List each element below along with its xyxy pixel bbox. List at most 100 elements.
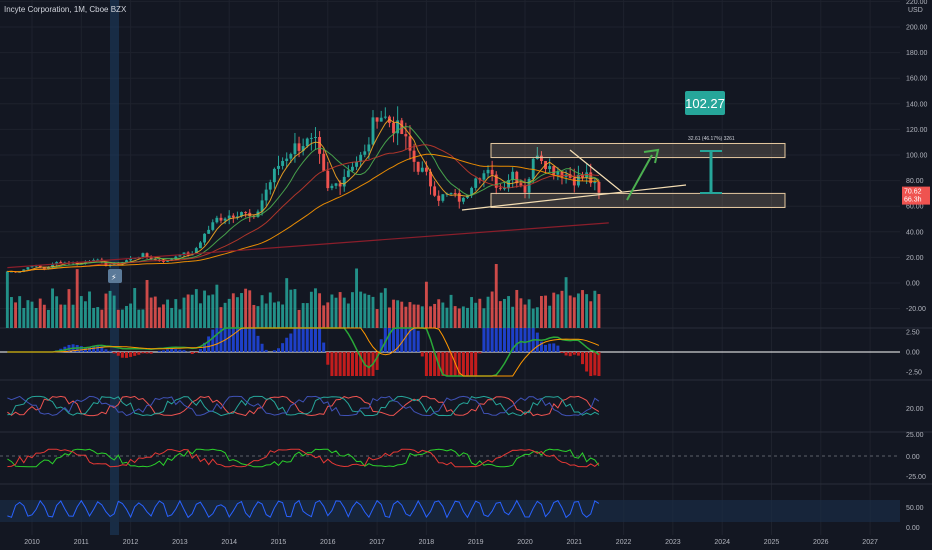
- volume-bar: [503, 298, 506, 328]
- drawings[interactable]: 32.61 (46.17%) 3261 102.27 ⚡: [108, 91, 786, 283]
- volume-bar: [498, 301, 502, 328]
- volume-bar: [437, 299, 441, 328]
- volume-bar: [461, 306, 465, 328]
- volume-bar: [371, 296, 375, 328]
- volume-bar: [223, 302, 227, 328]
- candle-body: [231, 215, 235, 218]
- time-axis-label: 2015: [271, 539, 287, 546]
- last-price-label: 70.62: [904, 189, 922, 196]
- volume-bar: [252, 304, 256, 328]
- volume-bar: [585, 294, 589, 328]
- candle-body: [305, 138, 309, 147]
- candle-body: [166, 260, 170, 262]
- volume-bar: [342, 297, 346, 328]
- candle-body: [244, 212, 248, 214]
- macd-histogram-bar: [494, 328, 498, 352]
- volume-bar: [363, 293, 367, 328]
- macd-histogram-bar: [252, 328, 256, 352]
- volume-bar: [593, 290, 597, 328]
- support-zone[interactable]: [490, 192, 786, 208]
- volume-bar: [457, 308, 461, 328]
- candle-body: [289, 154, 293, 159]
- candle-body: [441, 194, 445, 201]
- candle-body: [162, 260, 165, 262]
- macd-histogram-bar: [597, 352, 601, 376]
- volume-bar: [359, 291, 363, 328]
- volume-bar: [92, 307, 96, 328]
- candle-body: [589, 172, 593, 184]
- oscillator-line: [7, 448, 600, 468]
- candle-body: [285, 158, 289, 162]
- target-label: 102.27: [685, 96, 725, 111]
- macd-histogram-bar: [433, 352, 437, 376]
- oscillator-line: [7, 395, 600, 417]
- volume-bar: [166, 299, 170, 328]
- candle-body: [453, 192, 457, 194]
- projection-arrow[interactable]: [626, 154, 653, 201]
- volume-bar: [408, 302, 412, 328]
- volume-bar: [30, 301, 34, 328]
- macd-histogram-bar: [338, 352, 342, 376]
- time-axis[interactable]: 2010 2011 2012 2013 2014 2015 2016 2017 2018 2019…: [24, 539, 878, 546]
- macd-histogram-bar: [387, 328, 391, 352]
- volume-bar: [129, 303, 133, 328]
- time-axis-label: 2014: [221, 539, 237, 546]
- volume-bar: [433, 303, 437, 328]
- macd-histogram-bar: [507, 328, 511, 352]
- volume-bar: [256, 306, 260, 328]
- volume-bar: [544, 295, 547, 328]
- price-axis-label: 220.00: [906, 0, 928, 6]
- candle-body: [494, 174, 498, 188]
- event-marker[interactable]: [108, 269, 122, 283]
- macd-histogram-bar: [313, 328, 317, 352]
- candle-body: [38, 265, 42, 268]
- volume-bar: [482, 308, 486, 328]
- price-axis-label: 60.00: [906, 204, 924, 211]
- volume-bar: [293, 289, 297, 328]
- time-axis-label: 2025: [764, 539, 780, 546]
- candle-body: [149, 256, 153, 260]
- candle-body: [301, 146, 305, 151]
- candle-body: [330, 185, 334, 189]
- candle-body: [515, 171, 519, 184]
- macd-histogram-bar: [309, 328, 313, 352]
- time-axis-label: 2020: [517, 539, 533, 546]
- price-panel: [5, 106, 609, 273]
- volume-bar: [63, 304, 67, 328]
- macd-histogram-bar: [129, 352, 133, 357]
- candle-body: [412, 150, 416, 162]
- time-axis-label: 2012: [123, 539, 139, 546]
- volume-bar: [194, 289, 198, 328]
- macd-histogram-bar: [211, 329, 215, 352]
- ascending-trendline[interactable]: [461, 184, 687, 211]
- macd-histogram-bar: [544, 344, 548, 352]
- candle-body: [223, 218, 227, 221]
- candle-body: [141, 253, 145, 258]
- macd-histogram-bar: [515, 328, 519, 352]
- macd-histogram-bar: [227, 328, 231, 352]
- macd-histogram-bar: [322, 342, 326, 352]
- target-badge[interactable]: [685, 91, 725, 115]
- candle-body: [227, 215, 231, 219]
- candle-body: [408, 136, 412, 151]
- volume-bar: [309, 291, 313, 328]
- descending-trendline[interactable]: [569, 149, 623, 193]
- volume-bar: [244, 288, 248, 328]
- macd-histogram-bar: [116, 352, 120, 356]
- resistance-zone[interactable]: [490, 142, 786, 159]
- macd-histogram-bar: [490, 328, 494, 352]
- macd-histogram-bar: [585, 352, 589, 372]
- candle-body: [363, 151, 367, 155]
- macd-histogram-bar: [441, 352, 445, 376]
- volume-bar: [153, 296, 157, 328]
- candle-body: [371, 117, 375, 145]
- candle-body: [498, 187, 502, 189]
- price-axis[interactable]: 220.00 200.00 180.00 160.00 140.00 120.00 100.…: [902, 0, 930, 532]
- macd-histogram-bar: [190, 352, 194, 355]
- volume-bar: [211, 294, 215, 328]
- macd-histogram-bar: [301, 328, 305, 352]
- volume-bar: [272, 302, 276, 328]
- volume-bar: [429, 306, 432, 328]
- volume-bar: [227, 298, 231, 328]
